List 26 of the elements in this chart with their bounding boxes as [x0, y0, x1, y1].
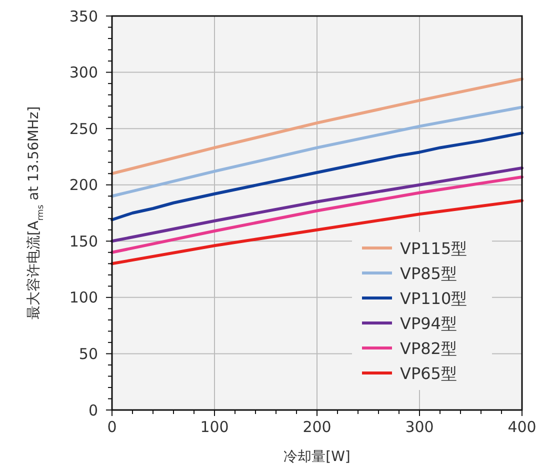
y-tick-label: 200 — [69, 176, 98, 194]
line-series — [110, 166, 524, 243]
y-tick-label: 300 — [69, 64, 98, 82]
y-tick-label: 0 — [88, 401, 98, 420]
y-tick-label: 350 — [69, 7, 98, 26]
legend-label: VP115型 — [400, 239, 468, 258]
x-tick-label: 0 — [107, 418, 117, 436]
legend-label: VP82型 — [400, 339, 457, 358]
x-tick-label: 400 — [508, 418, 536, 436]
y-tick-label: 250 — [69, 120, 98, 138]
line-series — [110, 175, 524, 254]
legend-label: VP110型 — [400, 289, 468, 308]
x-tick-label: 100 — [200, 418, 229, 436]
x-tick-label: 300 — [405, 418, 434, 436]
y-tick-label: 100 — [69, 288, 98, 307]
legend-label: VP65型 — [400, 364, 457, 383]
line-series — [110, 106, 524, 198]
line-series — [110, 78, 524, 176]
legend-label: VP85型 — [400, 264, 457, 283]
y-tick-label: 150 — [69, 232, 98, 250]
line-series — [110, 132, 524, 222]
x-axis-title: 冷却量[W] — [284, 449, 350, 465]
x-tick-label: 200 — [302, 418, 332, 436]
y-tick-label: 50 — [78, 344, 98, 363]
line-series — [110, 199, 524, 266]
legend-label: VP94型 — [400, 314, 457, 333]
